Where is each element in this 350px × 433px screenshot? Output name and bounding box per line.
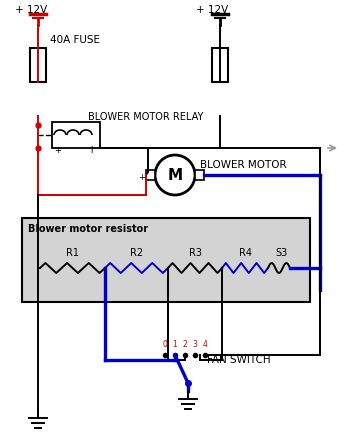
Bar — [212, 48, 228, 82]
Text: l: l — [90, 146, 92, 155]
Text: + 12V: + 12V — [15, 5, 47, 15]
Text: 1: 1 — [173, 340, 177, 349]
Text: 3: 3 — [193, 340, 197, 349]
Text: Blower motor resistor: Blower motor resistor — [28, 224, 148, 234]
Text: S3: S3 — [276, 248, 288, 258]
Text: BLOWER MOTOR: BLOWER MOTOR — [200, 160, 287, 170]
Text: 2: 2 — [183, 340, 187, 349]
Circle shape — [155, 155, 195, 195]
Bar — [195, 170, 204, 180]
Text: BLOWER MOTOR RELAY: BLOWER MOTOR RELAY — [88, 112, 203, 122]
Text: +: + — [54, 146, 61, 155]
Text: + 12V: + 12V — [196, 5, 228, 15]
Text: R2: R2 — [130, 248, 143, 258]
Text: R3: R3 — [189, 248, 202, 258]
Text: 4: 4 — [203, 340, 208, 349]
Bar — [30, 48, 46, 82]
Text: R4: R4 — [238, 248, 252, 258]
Bar — [146, 170, 155, 180]
Text: +: + — [138, 172, 145, 181]
Text: FAN SWITCH: FAN SWITCH — [207, 355, 271, 365]
Text: R1: R1 — [66, 248, 79, 258]
Bar — [22, 218, 310, 302]
Text: 0: 0 — [162, 340, 167, 349]
Text: 40A FUSE: 40A FUSE — [50, 35, 100, 45]
Bar — [52, 122, 100, 148]
Text: M: M — [167, 168, 183, 182]
